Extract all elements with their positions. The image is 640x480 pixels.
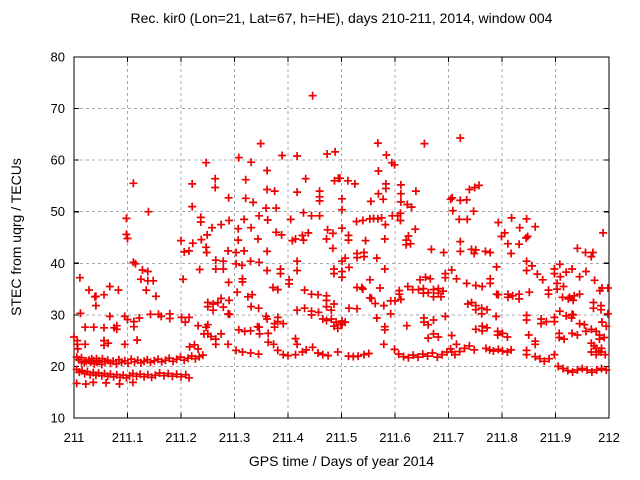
y-tick-label: 80 [51, 50, 65, 65]
y-tick-label: 50 [51, 204, 65, 219]
x-tick-label: 211.6 [379, 430, 411, 445]
chart-title: Rec. kir0 (Lon=21, Lat=67, h=HE), days 2… [130, 10, 553, 26]
y-tick-label: 60 [51, 153, 65, 168]
y-axis-label: STEC from uqrg / TECUs [8, 158, 24, 316]
x-tick-label: 211.1 [112, 430, 144, 445]
x-tick-label: 211.7 [433, 430, 465, 445]
x-tick-label: 211.5 [326, 430, 358, 445]
y-tick-label: 70 [51, 101, 65, 116]
x-tick-label: 211 [64, 430, 85, 445]
y-tick-label: 10 [51, 411, 65, 426]
y-tick-label: 30 [51, 307, 65, 322]
x-tick-label: 212 [598, 430, 620, 445]
x-tick-label: 211.9 [540, 430, 572, 445]
y-tick-label: 40 [51, 256, 65, 271]
x-axis-label: GPS time / Days of year 2014 [248, 453, 435, 469]
y-tick-label: 20 [51, 359, 65, 374]
scatter-points [70, 91, 612, 388]
x-tick-label: 211.2 [165, 430, 197, 445]
x-tick-label: 211.4 [272, 430, 304, 445]
x-tick-label: 211.8 [486, 430, 518, 445]
x-tick-label: 211.3 [219, 430, 251, 445]
